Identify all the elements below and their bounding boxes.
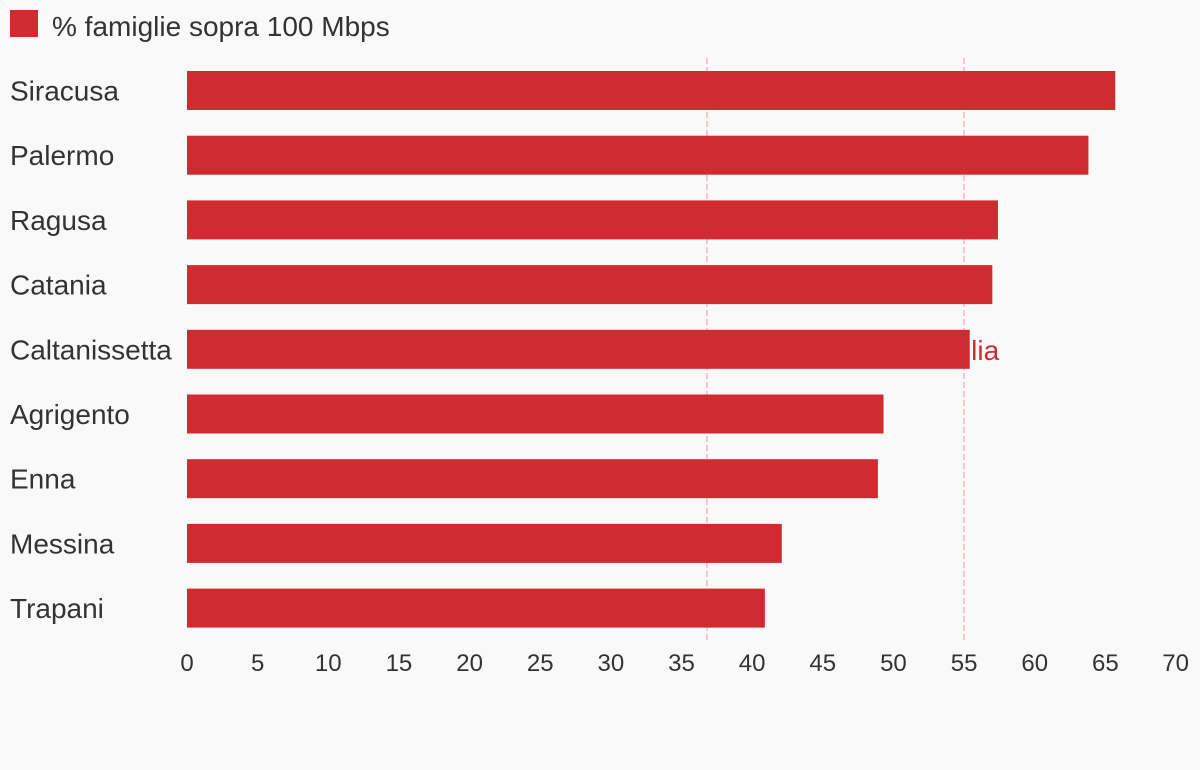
bar (187, 200, 998, 240)
category-labels: Siracusa Palermo Ragusa Catania Caltanissett… (10, 76, 172, 625)
bar (187, 329, 970, 369)
bar (187, 135, 1089, 175)
bar (187, 459, 878, 499)
bar (187, 588, 765, 628)
x-tick-label: 0 (180, 650, 193, 677)
category-label: Catania (10, 270, 107, 301)
category-label: Ragusa (10, 205, 107, 236)
category-label: Enna (10, 464, 76, 495)
bars (187, 71, 1116, 628)
x-tick-label: 55 (951, 650, 978, 677)
bar (187, 265, 993, 305)
x-tick-label: 35 (668, 650, 695, 677)
legend: % famiglie sopra 100 Mbps (10, 10, 390, 42)
x-tick-label: 40 (739, 650, 766, 677)
x-tick-label: 10 (315, 650, 342, 677)
category-label: Caltanissetta (10, 334, 172, 365)
reference-line-label: Sicilia (926, 335, 1000, 366)
category-label: Messina (10, 528, 115, 559)
bar (187, 394, 884, 434)
x-tick-label: 5 (251, 650, 264, 677)
category-label: Agrigento (10, 399, 130, 430)
reference-labels: Sicilia (926, 335, 1000, 366)
x-axis-ticks: 0 5 10 15 20 25 30 35 40 45 50 55 60 65 70 (180, 650, 1189, 677)
category-label: Trapani (10, 593, 104, 624)
x-tick-label: 60 (1021, 650, 1048, 677)
x-tick-label: 70 (1162, 650, 1189, 677)
x-tick-label: 15 (386, 650, 413, 677)
category-label: Palermo (10, 140, 114, 171)
x-tick-label: 25 (527, 650, 554, 677)
x-tick-label: 30 (598, 650, 625, 677)
x-tick-label: 20 (456, 650, 483, 677)
legend-label: % famiglie sopra 100 Mbps (52, 11, 390, 42)
bar (187, 71, 1116, 110)
bar (187, 523, 782, 563)
x-tick-label: 65 (1092, 650, 1119, 677)
legend-swatch (10, 10, 38, 37)
x-tick-label: 50 (880, 650, 907, 677)
x-tick-label: 45 (809, 650, 836, 677)
category-label: Siracusa (10, 76, 119, 107)
